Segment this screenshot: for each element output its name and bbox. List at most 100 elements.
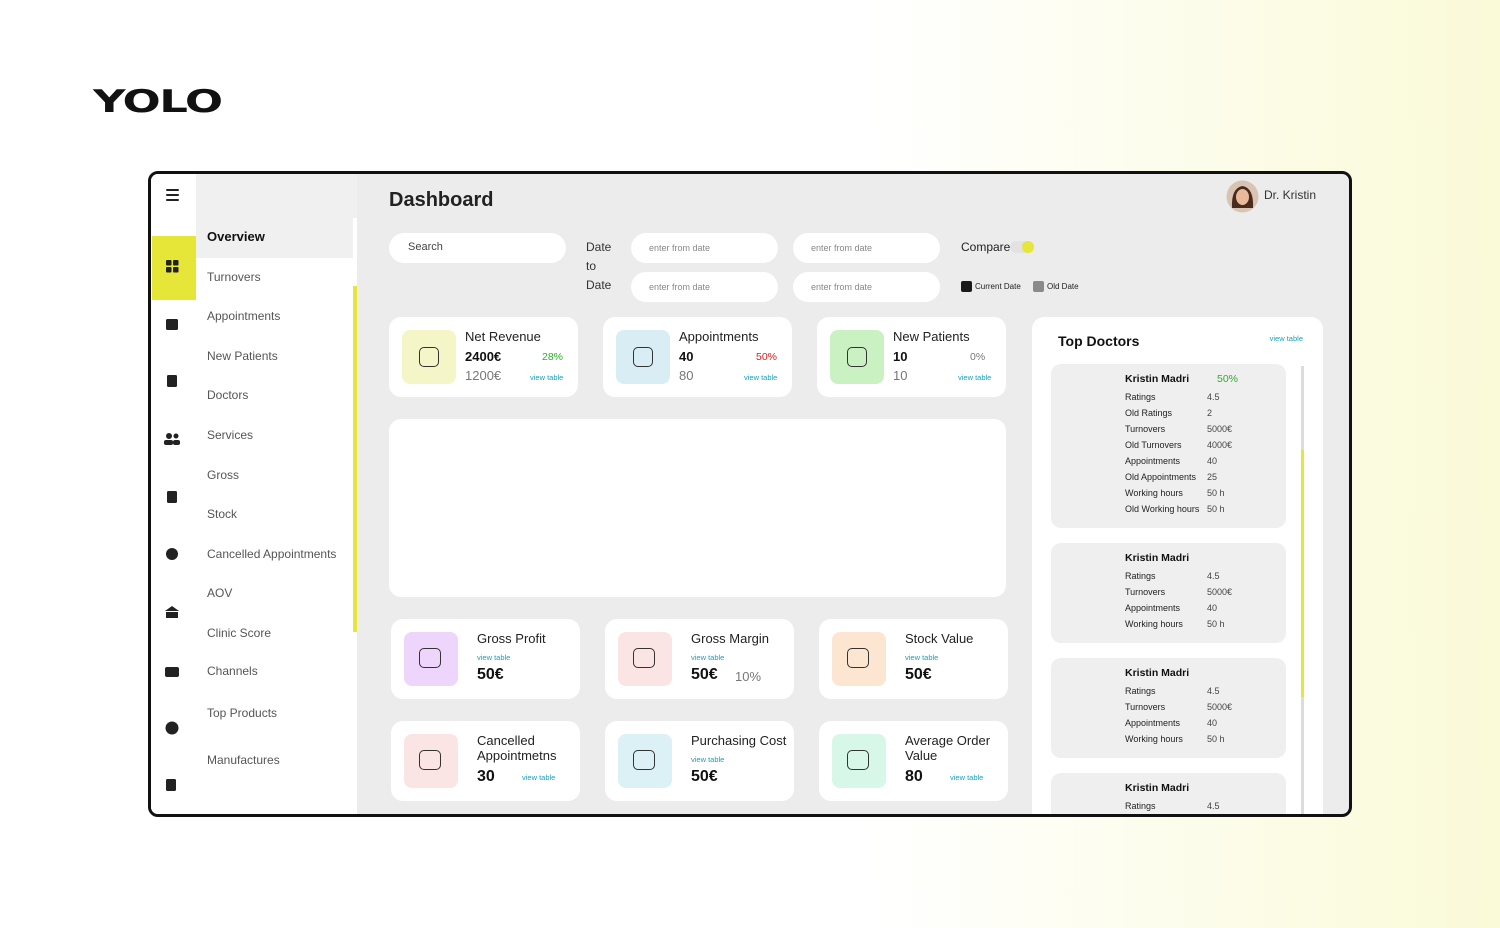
doctor-row-label: Appointments (1125, 603, 1181, 613)
doctor-card: Kristin Madri Ratings 4.5 Turnovers 5000€ App… (1051, 658, 1286, 758)
nav-item[interactable]: Manufactures (207, 753, 280, 767)
legend-label: Current Date (975, 282, 1021, 291)
nav-item[interactable]: Clinic Score (207, 626, 272, 640)
date-word: Date (586, 240, 612, 254)
icon-rail (151, 174, 196, 814)
search-placeholder: Search (408, 241, 443, 253)
doctor-row-label: Appointments (1125, 456, 1181, 466)
kpi-value: 2400€ (465, 349, 502, 364)
kpi-old-value: 1200€ (465, 368, 502, 383)
legend-label: Old Date (1047, 282, 1079, 291)
doctor-row-value: 4.5 (1207, 801, 1220, 811)
nav-item[interactable]: AOV (207, 586, 233, 600)
kpi-value: 10 (893, 349, 908, 364)
search-box[interactable]: Search (389, 233, 566, 263)
date-input[interactable]: enter from date (793, 272, 940, 302)
doctor-card: Kristin Madri Ratings 4.5 Turnovers 5000€ App… (1051, 543, 1286, 643)
doctor-name: Kristin Madri (1125, 667, 1190, 679)
kpi-title: Net Revenue (465, 329, 541, 344)
nav-item[interactable]: Appointments (207, 309, 281, 323)
date-placeholder: enter from date (811, 243, 873, 253)
kpi-value: 40 (679, 349, 694, 364)
main: Search Date to Date enter from date enter fro… (151, 174, 1349, 814)
metric-link[interactable]: view table (691, 653, 725, 662)
doctor-change: 50% (1217, 373, 1239, 385)
doctor-card: Kristin Madri 50% Ratings 4.5 Old Ratings 2 Tu… (1051, 364, 1286, 528)
doctor-row-label: Turnovers (1125, 424, 1166, 434)
doctor-row-value: 40 (1207, 718, 1218, 728)
kpi-icon-glyph (847, 347, 867, 367)
doctor-row-value: 25 (1207, 472, 1218, 482)
metric-value: 50€ (691, 768, 718, 785)
kpi-change: 0% (970, 351, 986, 363)
doctor-row-label: Turnovers (1125, 587, 1166, 597)
metric-icon (404, 632, 458, 686)
metric-link[interactable]: view table (691, 755, 725, 764)
kpi-card: Net Revenue 2400€ 1200€ 28% view table (389, 317, 578, 397)
doctor-row-label: Ratings (1125, 801, 1156, 811)
doctor-row-label: Appointments (1125, 718, 1181, 728)
user-avatar (1226, 180, 1259, 213)
nav-item[interactable]: Services (207, 428, 254, 442)
kpi-link[interactable]: view table (958, 373, 992, 382)
metric-link[interactable]: view table (477, 653, 511, 662)
doctor-row-label: Working hours (1125, 488, 1183, 498)
doctor-row-value: 50 h (1207, 504, 1225, 514)
sidebar (196, 174, 357, 814)
nav-item[interactable]: Top Products (207, 706, 278, 720)
doctor-row-value: 50 h (1207, 619, 1225, 629)
nav-active-bg (196, 218, 353, 258)
kpi-card: Appointments 40 80 50% view table (603, 317, 792, 397)
nav-item[interactable]: Cancelled Appointments (207, 547, 337, 561)
metric-icon (832, 632, 886, 686)
date-word: Date (586, 278, 612, 292)
metric-icon-glyph (847, 750, 869, 770)
kpi-card: New Patients 10 10 0% view table (817, 317, 1006, 397)
metric-link[interactable]: view table (950, 773, 984, 782)
nav-item[interactable]: Turnovers (207, 270, 261, 284)
date-input[interactable]: enter from date (793, 233, 940, 263)
metric-title: Cancelled Appointmetns (477, 733, 557, 763)
sidebar-scrollbar (353, 286, 357, 632)
metric-card: Gross Profit 50€ view table (391, 619, 580, 699)
doctor-row-label: Old Ratings (1125, 408, 1173, 418)
nav-item[interactable]: Doctors (207, 388, 249, 402)
kpi-icon (402, 330, 456, 384)
kpi-old-value: 10 (893, 368, 908, 383)
metric-icon-glyph (847, 648, 869, 668)
doctor-row-label: Working hours (1125, 734, 1183, 744)
metric-icon (618, 632, 672, 686)
metric-link[interactable]: view table (522, 773, 556, 782)
nav-item[interactable]: Gross (207, 468, 240, 482)
metric-link[interactable]: view table (905, 653, 939, 662)
doctor-row-value: 5000€ (1207, 587, 1233, 597)
sidebar-top (196, 174, 357, 218)
panel-link[interactable]: view table (1269, 334, 1303, 343)
kpi-link[interactable]: view table (744, 373, 778, 382)
nav-item[interactable]: Channels (207, 664, 258, 678)
doctor-row-value: 40 (1207, 603, 1218, 613)
date-input[interactable]: enter from date (631, 233, 778, 263)
doctor-row-label: Working hours (1125, 619, 1183, 629)
doctor-row-value: 40 (1207, 456, 1218, 466)
doctor-row-label: Turnovers (1125, 702, 1166, 712)
nav-item[interactable]: Stock (207, 507, 238, 521)
metric-extra: 10% (735, 669, 762, 684)
legend-swatch (961, 281, 972, 292)
metric-icon (832, 734, 886, 788)
metric-title: Purchasing Cost (691, 733, 787, 748)
nav-item[interactable]: New Patients (207, 349, 278, 363)
user-name[interactable]: Dr. Kristin (1264, 188, 1317, 202)
toggle-knob (1022, 241, 1034, 253)
doctor-card: Kristin Madri Ratings 4.5 (1051, 773, 1286, 814)
metric-title: Gross Margin (691, 631, 770, 646)
doctor-row-value: 50 h (1207, 488, 1225, 498)
compare-toggle[interactable] (1010, 241, 1034, 253)
metric-icon-glyph (633, 648, 655, 668)
doctor-row-value: 2 (1207, 408, 1213, 418)
date-input[interactable]: enter from date (631, 272, 778, 302)
kpi-link[interactable]: view table (530, 373, 564, 382)
nav-item[interactable]: Overview (207, 229, 265, 244)
metric-icon-glyph (419, 648, 441, 668)
